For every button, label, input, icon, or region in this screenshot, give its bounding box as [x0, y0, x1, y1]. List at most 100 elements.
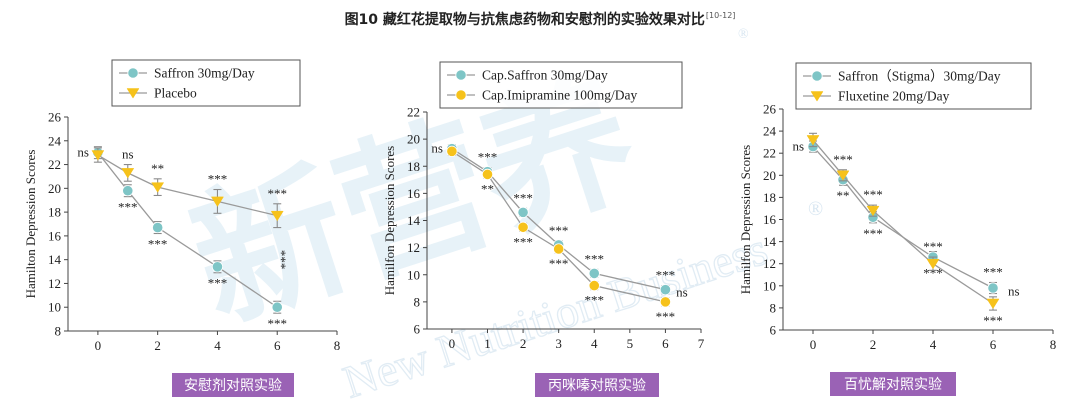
y-tick-label: 20 — [48, 181, 61, 196]
significance-label: *** — [267, 316, 287, 331]
significance-label: *** — [513, 234, 533, 249]
legend-marker-swatch — [127, 67, 139, 79]
legend-box — [439, 61, 683, 109]
y-axis-label: Hamilfon Depression Scores — [382, 146, 397, 295]
significance-label: *** — [656, 309, 676, 324]
chart-legend: Cap.Saffron 30mg/Day Cap.Imipramine 100mg… — [439, 61, 683, 109]
significance-label: ns — [1008, 284, 1020, 299]
significance-label: *** — [584, 251, 604, 266]
legend-item: Cap.Imipramine 100mg/Day — [447, 88, 637, 103]
figure-title-text: 图10 藏红花提取物与抗焦虑药物和安慰剂的实验效果对比 — [344, 12, 705, 28]
significance-label: ns — [792, 139, 804, 154]
y-tick-label: 10 — [407, 267, 420, 282]
data-point — [986, 298, 1000, 310]
series-line — [812, 146, 994, 289]
data-point — [553, 243, 565, 255]
significance-label: ns — [676, 284, 688, 299]
y-tick-label: 14 — [763, 234, 777, 249]
significance-label: *** — [656, 268, 676, 283]
data-point — [806, 135, 820, 146]
x-tick-label: 1 — [484, 336, 491, 351]
x-tick-label: 2 — [870, 337, 877, 352]
data-point — [517, 221, 529, 233]
legend-box — [795, 62, 1032, 110]
legend-label: Saffron 30mg/Day — [154, 66, 255, 81]
legend-label: Fluxetine 20mg/Day — [838, 89, 950, 104]
x-tick-label: 0 — [95, 338, 102, 353]
data-point — [588, 279, 600, 292]
x-tick-label: 6 — [274, 338, 281, 353]
x-tick-label: 2 — [154, 338, 161, 353]
chart-caption: 百忧解对照实验 — [844, 377, 942, 393]
x-tick-label: 4 — [930, 337, 937, 352]
y-tick-label: 18 — [763, 190, 776, 205]
legend-item: Placebo — [119, 86, 197, 101]
y-tick-label: 26 — [763, 102, 777, 117]
x-tick-label: 6 — [662, 336, 669, 351]
y-tick-label: 10 — [48, 300, 61, 315]
data-point — [210, 196, 224, 207]
y-tick-label: 22 — [48, 157, 61, 172]
y-tick-label: 22 — [407, 105, 420, 120]
data-point — [151, 182, 165, 193]
y-axis-label: Hamilfon Depression Scores — [738, 145, 753, 294]
significance-label: *** — [923, 266, 943, 281]
series-line — [97, 152, 278, 308]
significance-label: *** — [833, 152, 853, 167]
x-tick-label: 6 — [990, 337, 997, 352]
x-tick-label: 3 — [555, 336, 562, 351]
significance-label: ** — [481, 181, 494, 196]
legend-marker-swatch — [126, 88, 140, 99]
data-point — [659, 284, 672, 296]
series-0: ns******** *** — [792, 139, 1003, 295]
significance-label: *** — [549, 223, 569, 238]
chart-caption: 安慰剂对照实验 — [184, 377, 282, 394]
data-point — [659, 296, 672, 308]
y-tick-label: 6 — [414, 322, 421, 337]
y-tick-label: 16 — [48, 228, 62, 243]
significance-label: ns — [431, 141, 443, 156]
x-tick-label: 7 — [698, 336, 705, 351]
data-point — [836, 170, 850, 181]
significance-label: *** — [584, 293, 604, 308]
legend-marker-swatch — [455, 69, 467, 81]
caption-background — [535, 373, 659, 397]
y-axis-label: Hamilton Depression Scores — [23, 150, 38, 299]
y-tick-label: 6 — [770, 323, 777, 338]
data-point — [866, 205, 880, 217]
y-tick-label: 12 — [407, 240, 420, 255]
y-tick-label: 16 — [407, 186, 421, 201]
series-1: ************** — [446, 145, 676, 324]
significance-label: *** — [549, 256, 569, 271]
significance-label: ** — [151, 161, 164, 176]
significance-label: *** — [267, 186, 287, 201]
y-tick-label: 18 — [407, 159, 420, 174]
data-point — [588, 267, 600, 279]
significance-label: *** — [208, 172, 228, 187]
significance-label: *** — [118, 200, 138, 215]
x-tick-label: 8 — [334, 338, 341, 353]
significance-label: *** — [923, 239, 943, 254]
y-tick-label: 18 — [48, 205, 61, 220]
y-tick-label: 14 — [407, 213, 421, 228]
legend-marker-swatch — [811, 70, 823, 82]
legend-label: Cap.Saffron 30mg/Day — [482, 68, 608, 83]
data-point — [987, 282, 999, 294]
chart-legend: Saffron 30mg/Day Placebo — [111, 59, 301, 107]
legend-label: Placebo — [154, 86, 197, 101]
x-tick-label: 4 — [591, 336, 598, 351]
caption-background — [172, 373, 294, 397]
legend-item: Fluxetine 20mg/Day — [803, 89, 950, 104]
legend-box — [111, 59, 301, 107]
series-0: ns *** *** *** *** — [77, 145, 287, 331]
y-tick-label: 8 — [770, 300, 777, 315]
x-tick-label: 0 — [810, 337, 817, 352]
series-line — [451, 148, 666, 291]
legend-label: Cap.Imipramine 100mg/Day — [482, 88, 637, 103]
y-tick-label: 8 — [55, 324, 62, 339]
series-line — [451, 150, 666, 303]
figure-citation: [10-12] — [705, 11, 736, 21]
legend-marker-swatch — [455, 89, 467, 101]
significance-label: *** — [863, 187, 883, 202]
